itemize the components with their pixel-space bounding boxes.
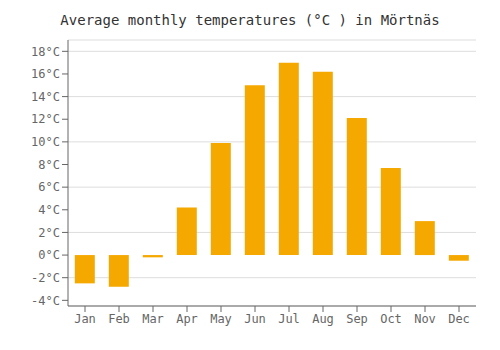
svg-text:14°C: 14°C xyxy=(31,90,60,104)
svg-text:0°C: 0°C xyxy=(38,248,60,262)
svg-text:-2°C: -2°C xyxy=(31,271,60,285)
svg-text:Feb: Feb xyxy=(108,312,130,326)
svg-text:16°C: 16°C xyxy=(31,67,60,81)
svg-text:12°C: 12°C xyxy=(31,112,60,126)
svg-text:18°C: 18°C xyxy=(31,45,60,59)
svg-text:Sep: Sep xyxy=(346,312,368,326)
svg-text:May: May xyxy=(210,312,232,326)
html-text:Average monthly temperatures (: Average monthly temperatures (°C ) in Mö… xyxy=(60,12,440,28)
svg-text:8°C: 8°C xyxy=(38,158,60,172)
svg-text:Mar: Mar xyxy=(142,312,164,326)
svg-text:Jul: Jul xyxy=(278,312,300,326)
svg-text:Apr: Apr xyxy=(176,312,198,326)
svg-text:2°C: 2°C xyxy=(38,226,60,240)
svg-text:10°C: 10°C xyxy=(31,135,60,149)
svg-text:Aug: Aug xyxy=(312,312,334,326)
svg-text:Oct: Oct xyxy=(380,312,402,326)
svg-text:Dec: Dec xyxy=(448,312,470,326)
svg-text:-4°C: -4°C xyxy=(31,294,60,308)
svg-text:Jun: Jun xyxy=(244,312,266,326)
svg-text:Jan: Jan xyxy=(74,312,96,326)
svg-text:Nov: Nov xyxy=(414,312,436,326)
svg-text:4°C: 4°C xyxy=(38,203,60,217)
svg-text:6°C: 6°C xyxy=(38,180,60,194)
